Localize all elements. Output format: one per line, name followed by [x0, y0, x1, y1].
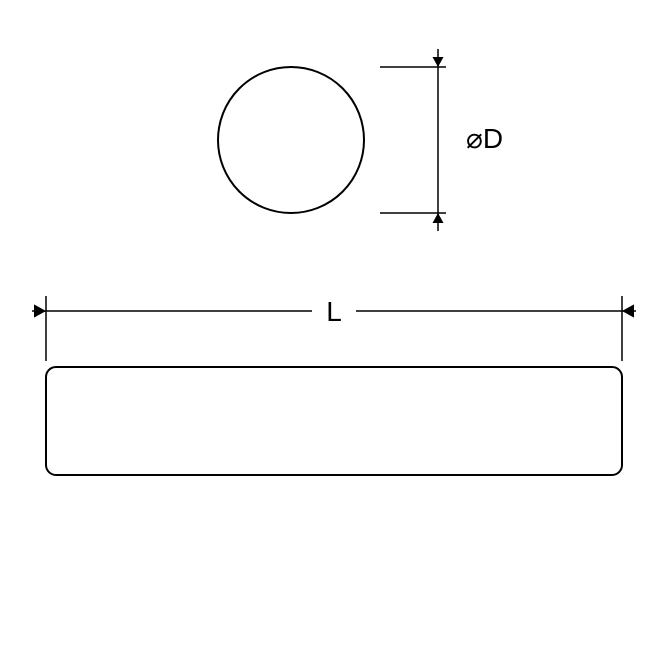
technical-drawing: ⌀D L — [0, 0, 670, 670]
length-label: L — [326, 296, 342, 327]
diameter-label: ⌀D — [466, 123, 503, 154]
